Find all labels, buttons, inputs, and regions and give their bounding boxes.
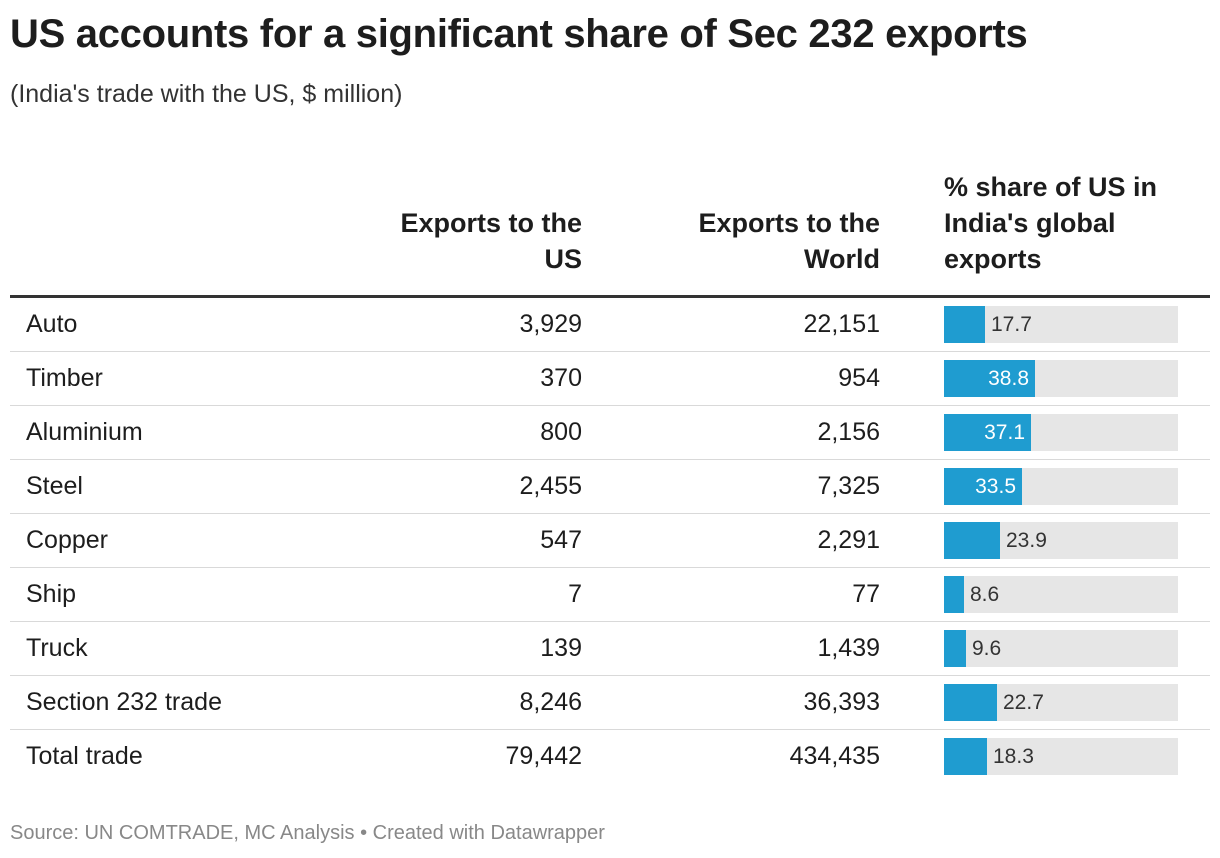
column-header-share-line: exports	[944, 244, 1042, 274]
table-body: Auto 3,929 22,151 17.7 Timber 370 954 38.8 Alumi…	[10, 298, 1210, 783]
table-row: Truck 139 1,439 9.6	[10, 622, 1210, 676]
share-bar	[944, 576, 964, 613]
column-header-world-line: Exports to the	[698, 208, 880, 238]
row-label: Ship	[26, 580, 77, 608]
row-label: Section 232 trade	[26, 688, 222, 716]
exports-us-value: 800	[540, 418, 582, 446]
share-bar-track: 18.3	[944, 738, 1178, 775]
share-bar-track: 17.7	[944, 306, 1178, 343]
exports-world-value: 2,156	[817, 418, 880, 446]
exports-world-value: 22,151	[803, 310, 880, 338]
share-bar-label: 17.7	[991, 313, 1032, 336]
column-header-share: % share of US in India's global exports	[944, 169, 1204, 277]
exports-world-value: 1,439	[817, 634, 880, 662]
table-row: Aluminium 800 2,156 37.1	[10, 406, 1210, 460]
share-bar	[944, 630, 966, 667]
column-header-world-line: World	[804, 244, 880, 274]
exports-us-value: 547	[540, 526, 582, 554]
exports-us-value: 79,442	[505, 742, 582, 770]
column-header-share-line: % share of US in	[944, 172, 1158, 202]
row-label: Truck	[26, 634, 88, 662]
share-bar-label: 38.8	[988, 367, 1029, 390]
exports-world-value: 2,291	[817, 526, 880, 554]
table-row: Copper 547 2,291 23.9	[10, 514, 1210, 568]
exports-world-value: 954	[838, 364, 880, 392]
share-bar	[944, 468, 1022, 505]
share-bar-label: 18.3	[993, 745, 1034, 768]
exports-us-value: 3,929	[519, 310, 582, 338]
column-header-us-line: US	[544, 244, 582, 274]
table-row: Timber 370 954 38.8	[10, 352, 1210, 406]
exports-us-value: 370	[540, 364, 582, 392]
share-bar-track: 8.6	[944, 576, 1178, 613]
share-bar-label: 33.5	[975, 475, 1016, 498]
source-note: Source: UN COMTRADE, MC Analysis • Creat…	[10, 822, 605, 844]
table-row: Steel 2,455 7,325 33.5	[10, 460, 1210, 514]
share-bar-track: 23.9	[944, 522, 1178, 559]
exports-world-value: 36,393	[803, 688, 880, 716]
share-bar	[944, 684, 997, 721]
chart-title: US accounts for a significant share of S…	[10, 12, 1028, 56]
table-row: Section 232 trade 8,246 36,393 22.7	[10, 676, 1210, 730]
exports-world-value: 7,325	[817, 472, 880, 500]
share-bar	[944, 360, 1035, 397]
table-row: Auto 3,929 22,151 17.7	[10, 298, 1210, 352]
column-header-us-line: Exports to the	[400, 208, 582, 238]
exports-us-value: 8,246	[519, 688, 582, 716]
share-bar-track: 22.7	[944, 684, 1178, 721]
share-bar	[944, 306, 985, 343]
share-bar-track: 9.6	[944, 630, 1178, 667]
row-label: Aluminium	[26, 418, 143, 446]
column-header-world: Exports to the World	[640, 205, 880, 277]
row-label: Auto	[26, 310, 78, 338]
exports-us-value: 139	[540, 634, 582, 662]
exports-world-value: 434,435	[789, 742, 880, 770]
column-header-us: Exports to the US	[342, 205, 582, 277]
exports-world-value: 77	[852, 580, 880, 608]
row-label: Timber	[26, 364, 103, 392]
share-bar-label: 37.1	[984, 421, 1025, 444]
table-row: Total trade 79,442 434,435 18.3	[10, 730, 1210, 783]
share-bar	[944, 738, 987, 775]
share-bar	[944, 522, 1000, 559]
row-label: Steel	[26, 472, 83, 500]
share-bar-label: 9.6	[972, 637, 1002, 660]
share-bar-track: 33.5	[944, 468, 1178, 505]
exports-us-value: 2,455	[519, 472, 582, 500]
row-label: Copper	[26, 526, 108, 554]
share-bar-label: 22.7	[1003, 691, 1044, 714]
share-bar-track: 38.8	[944, 360, 1178, 397]
share-bar-track: 37.1	[944, 414, 1178, 451]
row-label: Total trade	[26, 742, 143, 770]
share-bar-label: 8.6	[970, 583, 1000, 606]
table-header: Exports to the US Exports to the World %…	[10, 168, 1210, 298]
share-bar-label: 23.9	[1006, 529, 1047, 552]
column-header-share-line: India's global	[944, 208, 1116, 238]
chart-subtitle: (India's trade with the US, $ million)	[10, 80, 403, 108]
exports-us-value: 7	[568, 580, 582, 608]
share-bar	[944, 414, 1031, 451]
table-row: Ship 7 77 8.6	[10, 568, 1210, 622]
